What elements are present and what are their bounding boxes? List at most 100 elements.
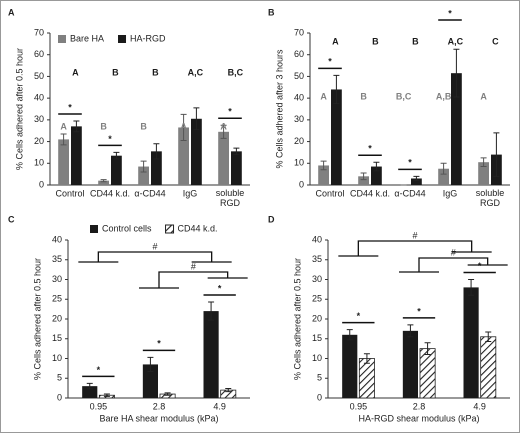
error-bar (100, 179, 107, 183)
error-bar (493, 132, 500, 177)
group-letter: A (72, 67, 79, 77)
error-bar (225, 388, 232, 393)
group-letter: A (220, 121, 227, 131)
bar (419, 348, 436, 399)
significance-star: * (97, 365, 101, 375)
group-letter: A (480, 91, 487, 101)
group-letter: A,C (448, 36, 464, 46)
error-bar (333, 74, 340, 105)
error-bar (363, 353, 370, 364)
x-tick-label: 0.95 (350, 401, 368, 411)
bar (98, 180, 109, 185)
group-letter: B (140, 121, 147, 131)
bar (402, 330, 418, 398)
bar (231, 151, 242, 185)
x-tick-label: IgG (183, 188, 198, 198)
bar (82, 386, 98, 398)
y-tick-label: 10 (34, 158, 44, 168)
x-tick-label: Control (315, 188, 344, 198)
error-bar (103, 393, 110, 397)
y-tick-label: 20 (52, 313, 62, 323)
x-tick-label: IgG (443, 188, 458, 198)
y-axis-label: % Cells adhered after 0.5 hour (14, 48, 24, 170)
significance-star: * (68, 102, 72, 112)
error-bar (60, 133, 67, 146)
error-bar (164, 392, 171, 396)
group-letter: B (372, 36, 379, 46)
y-tick-label: 0 (317, 392, 322, 402)
group-letter: B,C (228, 67, 244, 77)
bar (331, 89, 342, 185)
legend-swatch (58, 35, 66, 43)
legend-label: CD44 k.d. (178, 223, 218, 233)
group-letter: B (100, 121, 107, 131)
significance-star: * (478, 261, 482, 271)
y-tick-label: 0 (57, 392, 62, 402)
y-tick-label: 10 (312, 353, 322, 363)
error-bar (424, 342, 431, 356)
group-letter: B (412, 36, 419, 46)
significance-star: * (157, 339, 161, 349)
error-bar (320, 160, 327, 171)
y-axis-label: % Cells adhered after 0.5 hour (292, 258, 302, 380)
y-tick-label: 30 (52, 274, 62, 284)
group-letter: A (332, 36, 339, 46)
bar (411, 178, 422, 185)
comparison-bracket (139, 271, 248, 289)
bar (478, 162, 489, 185)
bar (358, 358, 375, 399)
error-bar (413, 175, 420, 182)
significance-star: * (328, 57, 332, 67)
error-bar (485, 331, 492, 343)
significance-star: * (218, 283, 222, 293)
y-tick-label: 0 (299, 179, 304, 189)
bar (178, 127, 189, 185)
y-tick-label: 30 (294, 114, 304, 124)
x-tick-label: CD44 k.d. (350, 188, 390, 198)
significance-star: * (228, 107, 232, 117)
y-tick-label: 25 (312, 294, 322, 304)
group-letter: A (320, 91, 327, 101)
group-letter: B (360, 91, 367, 101)
x-tick-label: CD44 k.d. (90, 188, 130, 198)
legend-label: Control cells (102, 223, 152, 233)
x-tick-label: 4.9 (213, 401, 226, 411)
y-tick-label: 35 (52, 254, 62, 264)
comparison-bracket (338, 240, 492, 257)
panel-label: A (8, 7, 15, 17)
y-tick-label: 60 (294, 49, 304, 59)
bar (191, 118, 202, 185)
error-bar (113, 151, 120, 160)
y-tick-label: 70 (294, 27, 304, 37)
y-tick-label: 40 (52, 234, 62, 244)
y-axis-label: % Cells adhered after 0.5 hour (32, 258, 42, 380)
x-tick-label: 2.8 (153, 401, 166, 411)
bar (151, 151, 162, 185)
significance-star: * (408, 158, 412, 168)
significance-star: * (357, 311, 361, 321)
y-tick-label: 60 (34, 49, 44, 59)
error-bar (153, 143, 160, 160)
y-tick-label: 30 (34, 114, 44, 124)
group-letter: B,C (396, 91, 412, 101)
x-tick-label: 4.9 (473, 401, 486, 411)
bar (451, 73, 462, 185)
legend-swatch (165, 224, 175, 234)
bar (371, 166, 382, 185)
error-bar (208, 301, 215, 321)
y-tick-label: 0 (39, 179, 44, 189)
y-tick-label: 20 (294, 136, 304, 146)
y-tick-label: 10 (52, 353, 62, 363)
comparison-label: # (152, 241, 157, 251)
group-letter: A (180, 121, 187, 131)
error-bar (140, 160, 147, 173)
error-bar (86, 382, 93, 390)
group-letter: B (112, 67, 119, 77)
group-letter: A,C (188, 67, 204, 77)
error-bar (407, 324, 414, 338)
bar (142, 364, 158, 398)
y-tick-label: 50 (34, 71, 44, 81)
bar (438, 168, 449, 185)
significance-star: * (368, 144, 372, 154)
comparison-label: # (191, 261, 196, 271)
